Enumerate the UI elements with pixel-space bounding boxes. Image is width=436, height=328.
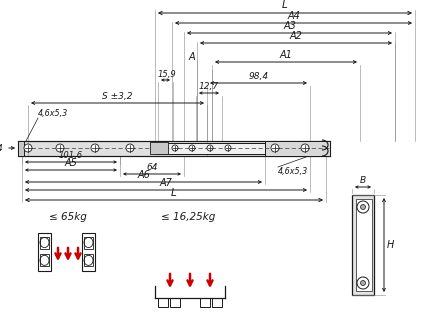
Text: A6: A6 [137, 170, 150, 180]
Bar [84, 254, 93, 266]
Circle shape [172, 145, 178, 151]
Circle shape [56, 144, 64, 152]
Circle shape [357, 201, 369, 213]
Bar [200, 298, 210, 307]
Bar [170, 298, 180, 307]
Text: A2: A2 [290, 31, 303, 41]
Circle shape [361, 204, 365, 210]
Circle shape [357, 277, 369, 289]
Circle shape [189, 145, 195, 151]
Bar [40, 236, 49, 249]
Circle shape [271, 144, 279, 152]
Text: L: L [171, 188, 177, 198]
Bar [40, 254, 49, 266]
Circle shape [91, 144, 99, 152]
Text: A5: A5 [65, 158, 78, 168]
Bar [82, 233, 95, 271]
Bar [265, 140, 330, 155]
Bar [212, 298, 222, 307]
Text: S ±3,2: S ±3,2 [102, 92, 133, 101]
Circle shape [361, 280, 365, 285]
Text: 12,7: 12,7 [199, 82, 219, 91]
Circle shape [207, 145, 213, 151]
Text: A4: A4 [287, 11, 300, 21]
Text: L: L [282, 0, 288, 10]
Text: 64: 64 [146, 163, 158, 172]
Text: 4,6x5,3: 4,6x5,3 [278, 167, 308, 176]
Circle shape [24, 144, 32, 152]
Text: 101,6: 101,6 [59, 151, 83, 160]
Text: B: B [360, 176, 366, 185]
Bar [38, 233, 51, 271]
Text: A1: A1 [279, 50, 293, 60]
Text: H: H [387, 240, 395, 250]
Bar [18, 140, 330, 155]
Circle shape [225, 145, 231, 151]
Bar [150, 142, 168, 154]
Bar [84, 236, 93, 249]
Text: 98,4: 98,4 [249, 72, 269, 81]
Circle shape [301, 144, 309, 152]
Text: 4,6x5,3: 4,6x5,3 [38, 109, 68, 118]
Text: ≤ 16,25kg: ≤ 16,25kg [161, 212, 215, 222]
Bar [155, 142, 265, 154]
Bar [356, 199, 372, 291]
Bar [352, 195, 374, 295]
Text: A7: A7 [160, 178, 172, 188]
Text: A: A [188, 52, 195, 62]
Circle shape [126, 144, 134, 152]
Text: 15,9: 15,9 [158, 71, 177, 79]
Bar [18, 140, 24, 155]
Text: A3: A3 [283, 21, 296, 31]
Text: ≤ 65kg: ≤ 65kg [49, 212, 87, 222]
Text: 25,4: 25,4 [0, 144, 4, 153]
Bar [158, 298, 168, 307]
